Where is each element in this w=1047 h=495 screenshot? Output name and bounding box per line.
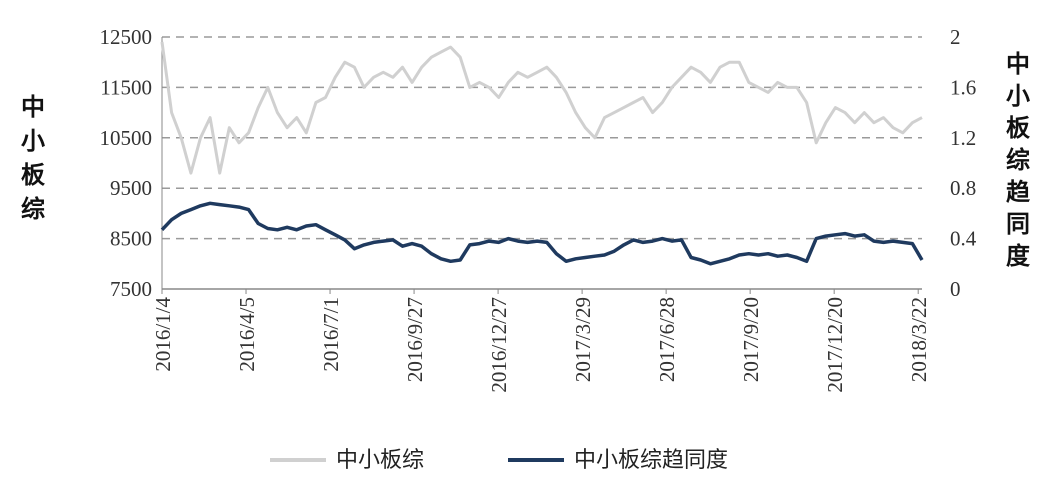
right-tick-label: 0 [950, 277, 961, 301]
series-layer [160, 41, 924, 266]
x-tick-label: 2016/9/27 [403, 297, 427, 382]
right-axis-title: 中小板综趋同度 [1006, 50, 1031, 270]
x-tick-label: 2018/3/22 [907, 297, 931, 382]
axis-titles: 中小板综 中小板综趋同度 [21, 50, 1031, 270]
x-tick-label: 2017/3/29 [571, 297, 595, 382]
left-tick-label: 8500 [110, 227, 152, 251]
left-tick-label: 10500 [100, 126, 153, 150]
left-tick-label: 12500 [100, 25, 153, 49]
left-y-axis: 12500 11500 10500 9500 8500 7500 [100, 25, 153, 301]
right-tick-label: 2 [950, 25, 961, 49]
x-tick-label: 2017/9/20 [739, 297, 763, 382]
right-tick-label: 0.4 [950, 227, 977, 251]
x-tick-label: 2016/1/4 [151, 297, 175, 372]
left-tick-label: 7500 [110, 277, 152, 301]
gridlines [162, 36, 922, 240]
right-tick-label: 0.8 [950, 176, 976, 200]
x-tick-label: 2017/6/28 [655, 297, 679, 382]
left-tick-label: 9500 [110, 176, 152, 200]
left-tick-label: 11500 [100, 75, 152, 99]
legend: 中小板综 中小板综趋同度 [270, 448, 728, 473]
right-tick-label: 1.2 [950, 126, 976, 150]
x-tick-label: 2016/7/1 [319, 297, 343, 372]
right-tick-label: 1.6 [950, 75, 976, 99]
x-tick-label: 2016/12/27 [487, 297, 511, 393]
legend-label-0: 中小板综 [336, 448, 424, 473]
legend-label-1: 中小板综趋同度 [574, 448, 728, 473]
left-axis-title: 中小板综 [21, 93, 46, 223]
series-line-1 [160, 201, 924, 266]
series-line-0 [160, 41, 923, 175]
x-axis: 2016/1/4 2016/4/5 2016/7/1 2016/9/27 2016/12… [151, 37, 931, 393]
right-y-axis: 2 1.6 1.2 0.8 0.4 0 [950, 25, 977, 301]
x-tick-label: 2017/12/20 [823, 297, 847, 393]
x-tick-label: 2016/4/5 [235, 297, 259, 372]
